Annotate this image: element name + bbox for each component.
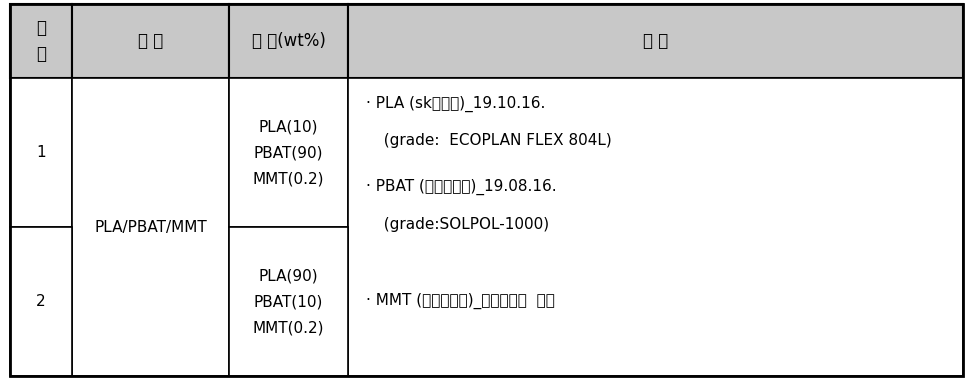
Bar <box>229 78 348 227</box>
Text: · PLA (sk케미칼)_19.10.16.: · PLA (sk케미칼)_19.10.16. <box>366 95 545 112</box>
Text: (grade:  ECOPLAN FLEX 804L): (grade: ECOPLAN FLEX 804L) <box>374 133 611 148</box>
Bar <box>229 4 348 78</box>
Text: 비 고: 비 고 <box>643 32 668 50</box>
Text: 조
건: 조 건 <box>36 19 46 63</box>
Bar <box>10 227 72 376</box>
Text: · PBAT (지오솔테크)_19.08.16.: · PBAT (지오솔테크)_19.08.16. <box>366 179 557 195</box>
Text: (grade:SOLPOL-1000): (grade:SOLPOL-1000) <box>374 217 549 232</box>
Text: PLA(90)
PBAT(10)
MMT(0.2): PLA(90) PBAT(10) MMT(0.2) <box>253 268 324 335</box>
Text: PLA/PBAT/MMT: PLA/PBAT/MMT <box>94 220 206 235</box>
Text: 함 량(wt%): 함 량(wt%) <box>252 32 326 50</box>
Bar <box>348 78 963 376</box>
Bar <box>72 4 229 78</box>
Bar <box>229 227 348 376</box>
Bar <box>10 78 72 227</box>
Text: PLA(10)
PBAT(90)
MMT(0.2): PLA(10) PBAT(90) MMT(0.2) <box>253 119 324 186</box>
Text: 원 료: 원 료 <box>138 32 163 50</box>
Text: 1: 1 <box>36 145 46 160</box>
Bar <box>72 78 229 376</box>
Bar <box>10 4 72 78</box>
Text: 2: 2 <box>36 294 46 309</box>
Bar <box>348 4 963 78</box>
Text: · MMT (전남대학교)_전남대학교  제조: · MMT (전남대학교)_전남대학교 제조 <box>366 293 555 309</box>
